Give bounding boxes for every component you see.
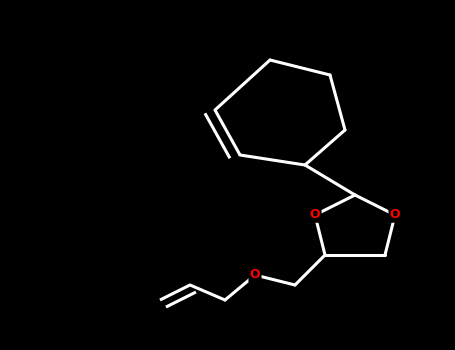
Text: O: O bbox=[250, 268, 260, 281]
Text: O: O bbox=[389, 209, 400, 222]
Text: O: O bbox=[310, 209, 320, 222]
